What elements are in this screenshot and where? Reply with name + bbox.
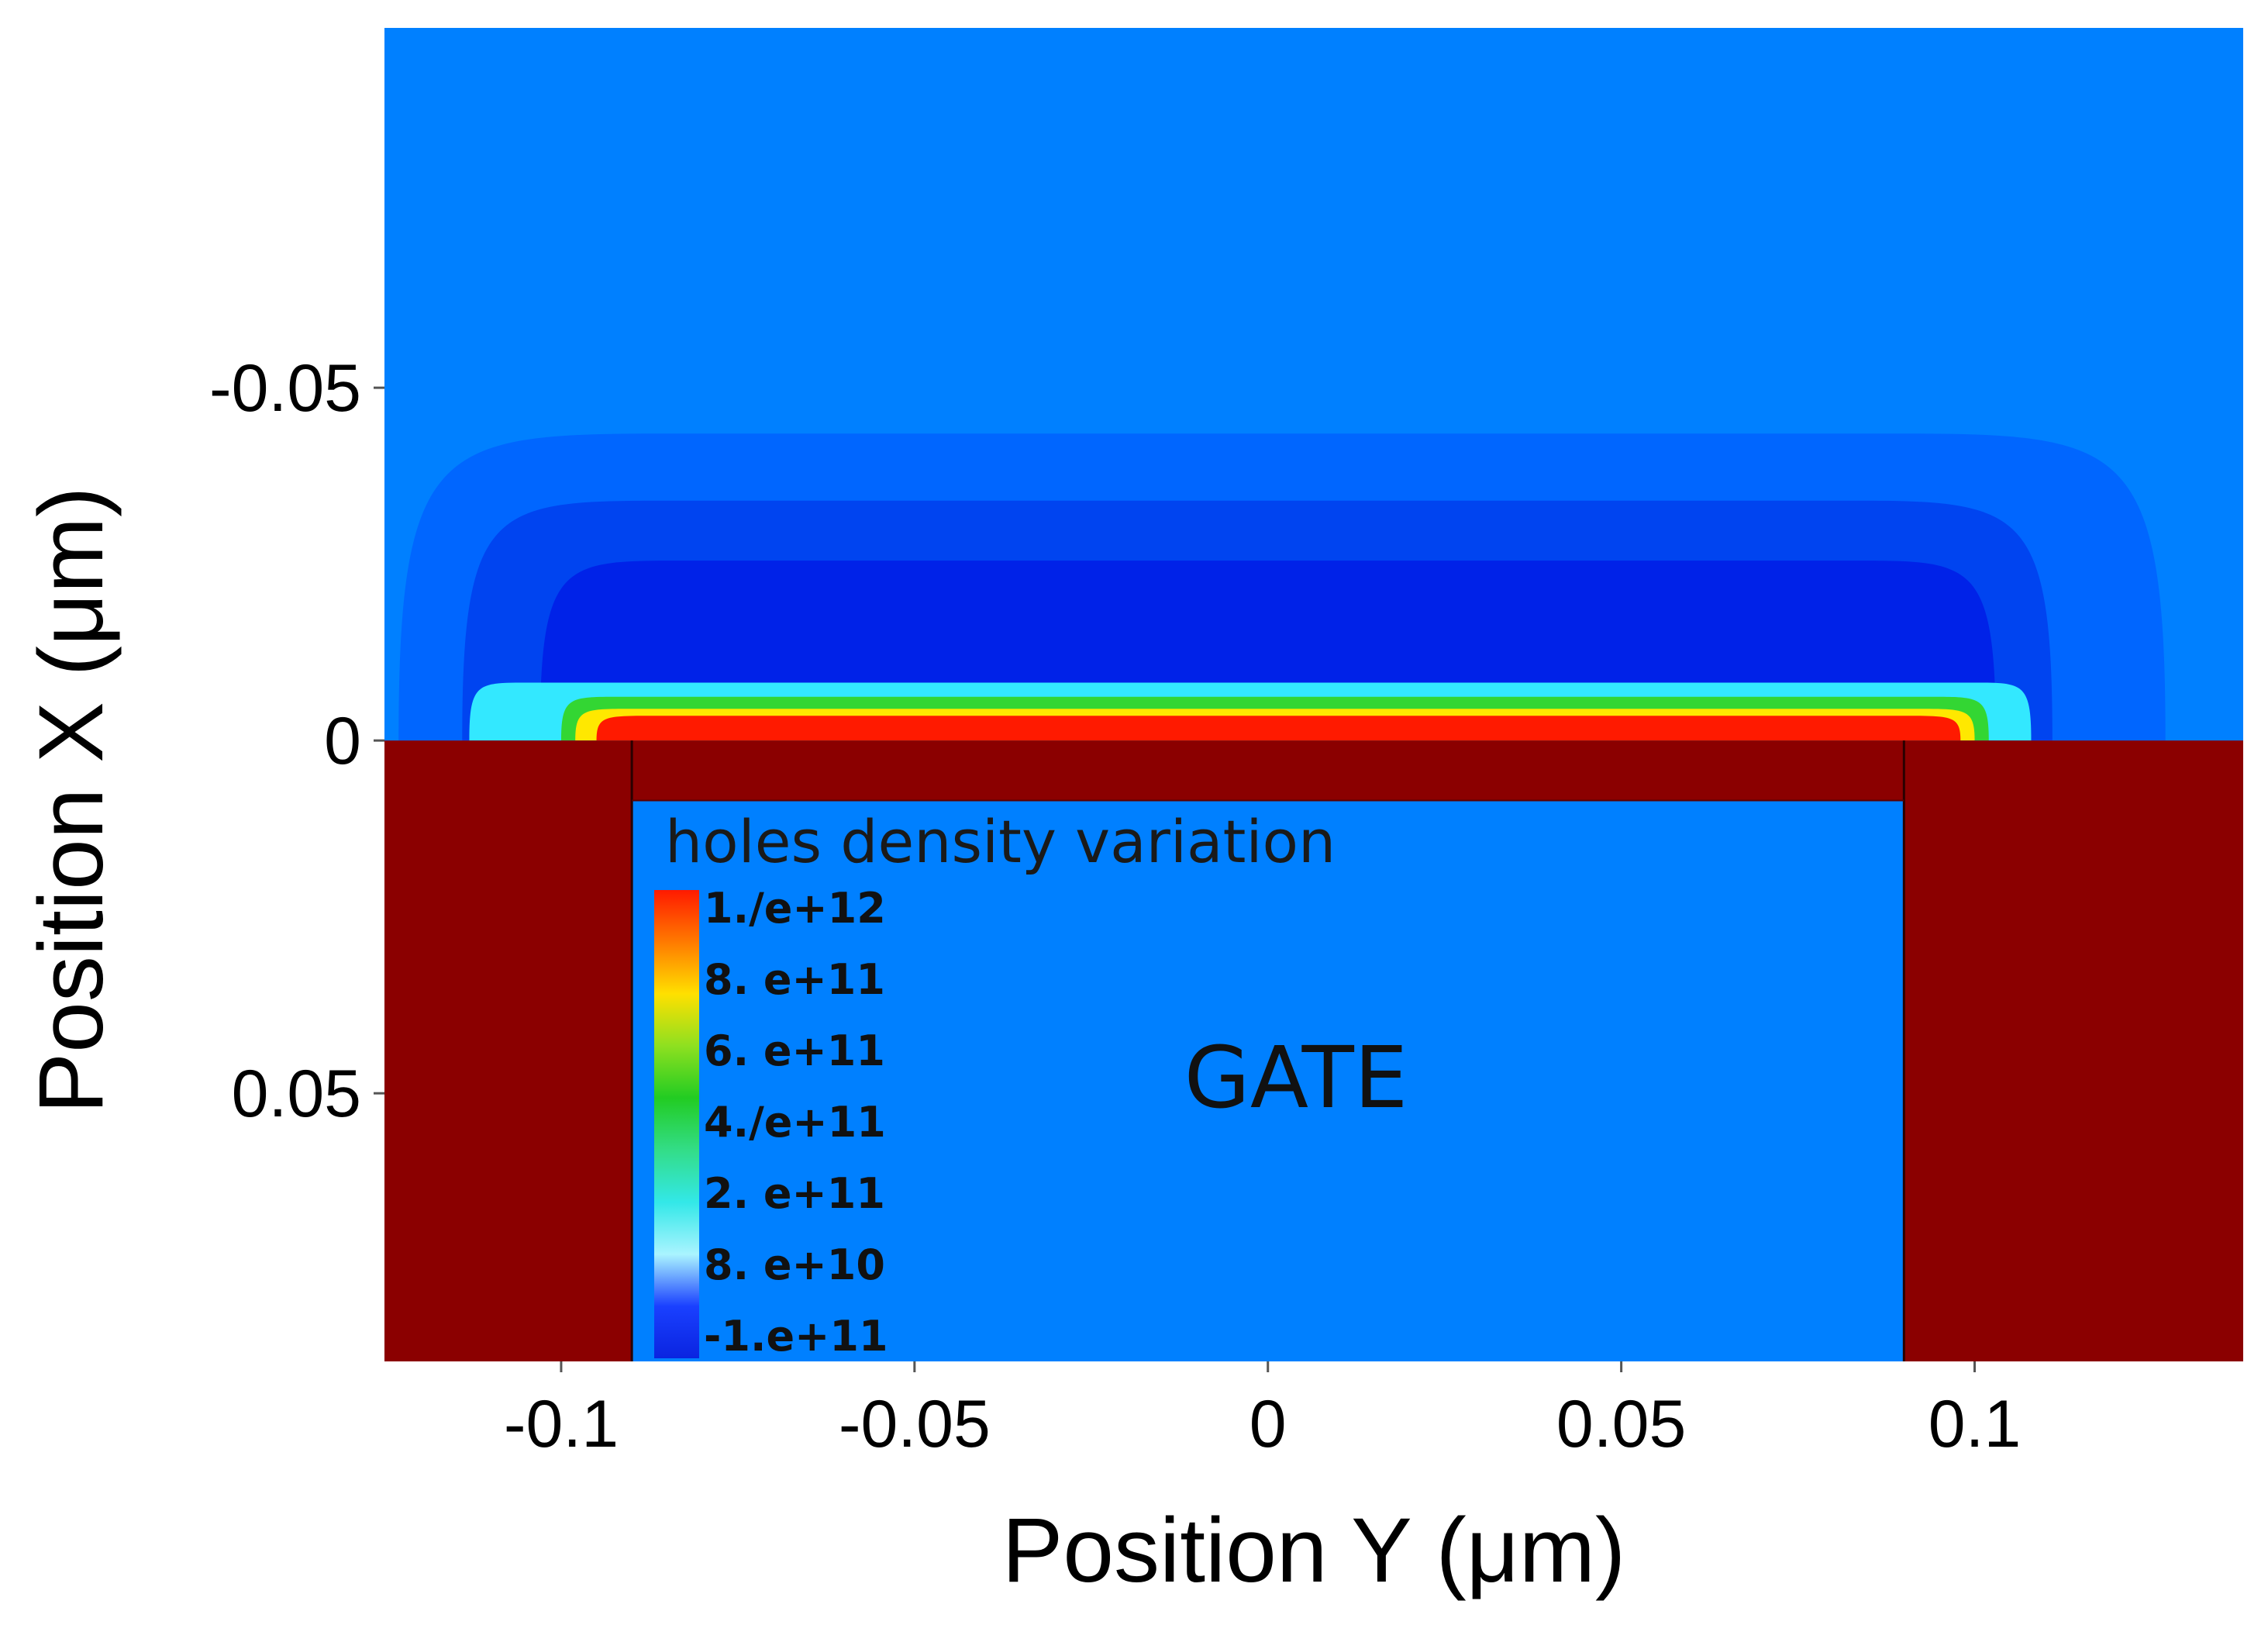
x-axis-title: Position Y (μm): [1002, 1499, 1626, 1602]
legend-colorbar: [654, 890, 699, 1358]
legend-entry-label: 8. e+10: [704, 1240, 885, 1289]
plot-area: [384, 28, 2243, 1361]
x-tick-label: -0.1: [504, 1387, 619, 1461]
legend-entry-label: 8. e+11: [704, 955, 885, 1004]
gate-label: GATE: [1184, 1028, 1408, 1127]
y-tick-label: -0.05: [209, 351, 361, 426]
legend-entries: 1.∕e+12 8. e+11 6. e+11 4.∕e+11 2. e+11 8. e+…: [704, 884, 888, 1361]
contour-red: [596, 716, 1961, 741]
legend-entry-label: 6. e+11: [704, 1026, 885, 1075]
gate-region: [632, 800, 1904, 1361]
legend-entry-label: 1.∕e+12: [704, 884, 886, 933]
x-tick-label: 0.05: [1556, 1387, 1686, 1461]
y-tick-label: 0: [324, 704, 361, 778]
y-tick-label: 0.05: [232, 1057, 361, 1131]
legend-title: holes density variation: [665, 807, 1336, 876]
legend-entry-label: 2. e+11: [704, 1169, 885, 1218]
legend-entry-label: 4.∕e+11: [704, 1098, 886, 1147]
legend: holes density variation 1.∕e+12 8. e+11 6.…: [654, 807, 1336, 1361]
x-tick-label: 0.1: [1928, 1387, 2022, 1461]
y-axis-ticks: -0.05 0 0.05: [209, 351, 384, 1131]
contour-bands: [398, 433, 2166, 741]
legend-entry-label: -1.e+11: [704, 1312, 888, 1361]
x-tick-label: 0: [1249, 1387, 1287, 1461]
y-axis-title: Position X (μm): [20, 487, 122, 1114]
x-axis-ticks: -0.1 -0.05 0 0.05 0.1: [504, 1361, 2021, 1461]
x-tick-label: -0.05: [839, 1387, 991, 1461]
